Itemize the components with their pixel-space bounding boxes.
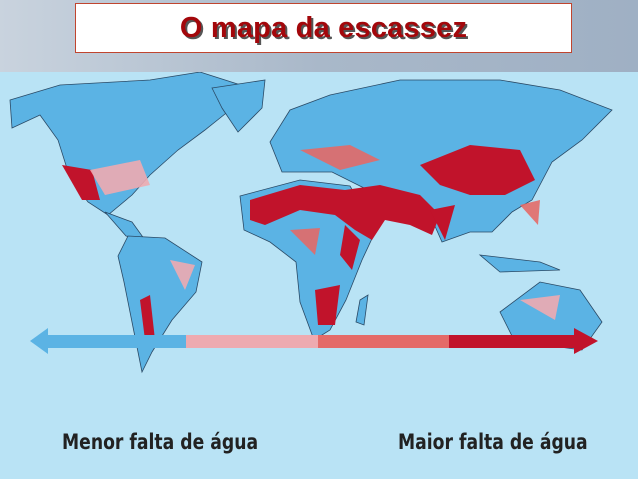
left-arrow-icon	[30, 328, 48, 354]
central-america	[104, 211, 146, 241]
south-america	[117, 235, 203, 374]
legend-scale	[30, 328, 598, 354]
right-arrow-icon	[574, 328, 598, 354]
title-box: O mapa da escassez	[75, 3, 572, 53]
madagascar	[355, 294, 369, 326]
north-america	[9, 72, 251, 216]
legend-left-label: Menor falta de água	[62, 430, 259, 454]
legend-right-label: Maior falta de água	[398, 430, 588, 454]
page-title: O mapa da escassez	[179, 11, 468, 44]
high-scarcity-regions	[62, 145, 535, 340]
indonesia	[478, 254, 561, 273]
greenland	[211, 79, 266, 133]
world-map	[9, 72, 613, 374]
